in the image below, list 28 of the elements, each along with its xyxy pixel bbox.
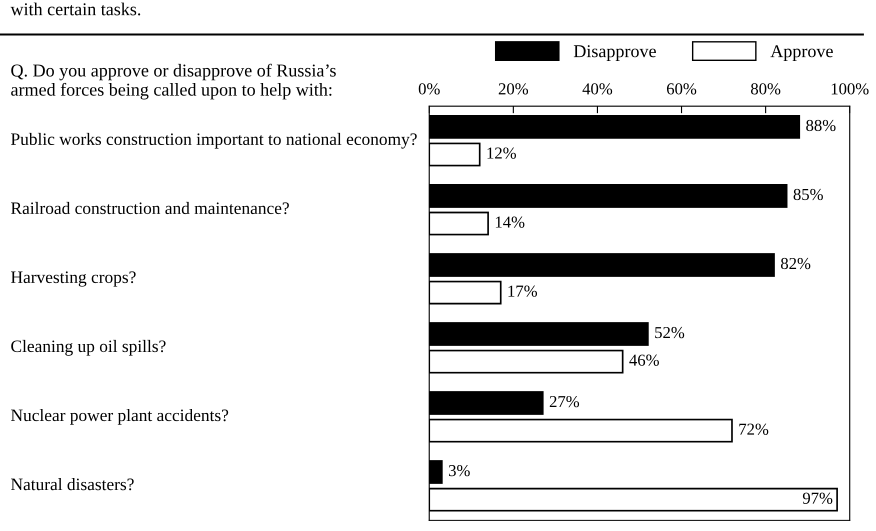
data-label: 85% (794, 188, 823, 200)
data-label: 46% (629, 354, 659, 366)
data-label: 14% (496, 216, 524, 228)
y-tick-label: Natural disasters? (11, 478, 134, 490)
y-tick-label: Public works construction important to national economy? (11, 132, 417, 149)
y-tick-label: Railroad construction and maintenance? (11, 202, 289, 214)
x-tick-label: 20% (498, 83, 528, 95)
text: with certain tasks. (10, 2, 140, 16)
y-tick-label: Cleaning up oil spills? (11, 340, 166, 356)
data-label: 12% (487, 147, 516, 159)
legend-label: Approve (770, 45, 833, 61)
data-label: 72% (739, 424, 768, 435)
text: Q. Do you approve or disapprove of Russia’s armed forces being called upon to help with: (11, 64, 336, 100)
y-tick-label: Harvesting crops? (11, 271, 136, 287)
data-label: 52% (655, 326, 684, 338)
data-label: 88% (806, 120, 836, 132)
data-label: 27% (550, 396, 580, 408)
y-tick-label: Nuclear power plant accidents? (11, 408, 228, 425)
x-tick-label: 80% (750, 83, 780, 95)
data-label: 82% (780, 258, 810, 270)
data-label: 97% (802, 492, 832, 504)
legend-label: Disapprove (574, 45, 656, 61)
x-tick-label: 100% (832, 83, 869, 95)
x-tick-label: 0% (418, 83, 440, 95)
data-label: 17% (508, 286, 538, 297)
data-label: 3% (448, 464, 470, 476)
x-tick-label: 40% (582, 83, 612, 95)
x-tick-label: 60% (666, 83, 696, 95)
